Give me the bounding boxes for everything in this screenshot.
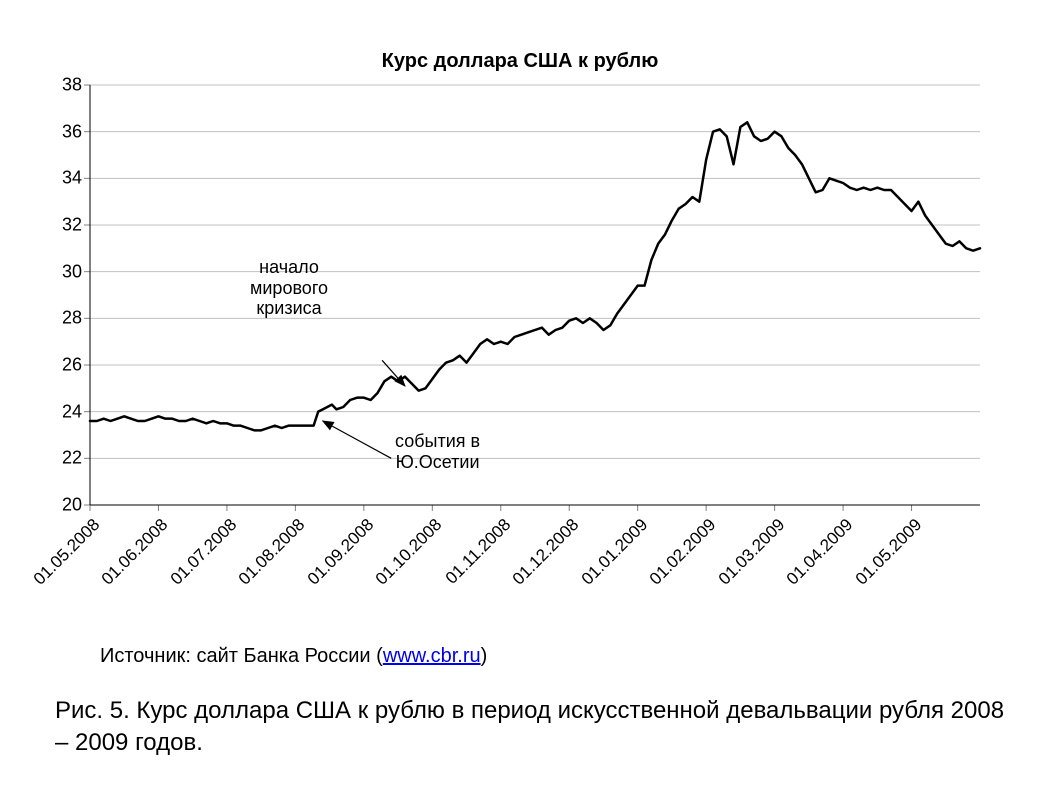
exchange-rate-chart: Курс доллара США к рублю 202224262830323… (30, 50, 1010, 570)
x-tick-label: 01.10.2008 (372, 515, 446, 589)
y-tick-label: 20 (62, 495, 82, 516)
annotation-crisis: начало мирового кризиса (250, 257, 328, 319)
x-tick-label: 01.08.2008 (235, 515, 309, 589)
annotation-ossetia: события в Ю.Осетии (395, 431, 480, 472)
y-tick-label: 32 (62, 215, 82, 236)
x-tick-label: 01.09.2008 (304, 515, 378, 589)
x-tick-label: 01.01.2009 (578, 515, 652, 589)
page: Курс доллара США к рублю 202224262830323… (0, 0, 1062, 793)
source-prefix: Источник: сайт Банка России ( (100, 645, 383, 667)
y-tick-label: 22 (62, 448, 82, 469)
y-tick-label: 38 (62, 75, 82, 96)
x-tick-label: 01.06.2008 (98, 515, 172, 589)
y-tick-label: 36 (62, 121, 82, 142)
y-tick-label: 30 (62, 261, 82, 282)
plot-area: 2022242628303234363801.05.200801.06.2008… (90, 85, 980, 505)
x-tick-label: 01.05.2008 (30, 515, 104, 589)
x-tick-label: 01.11.2008 (441, 515, 514, 588)
chart-title: Курс доллара США к рублю (30, 50, 1010, 73)
source-link[interactable]: www.cbr.ru (383, 645, 481, 667)
figure-caption: Рис. 5. Курс доллара США к рублю в перио… (55, 695, 1015, 760)
x-tick-label: 01.05.2009 (851, 515, 925, 589)
y-tick-label: 34 (62, 168, 82, 189)
y-tick-label: 28 (62, 308, 82, 329)
x-tick-label: 01.04.2009 (783, 515, 857, 589)
plot-svg (90, 85, 980, 505)
y-tick-label: 24 (62, 401, 82, 422)
x-tick-label: 01.03.2009 (714, 515, 788, 589)
x-tick-label: 01.07.2008 (167, 515, 241, 589)
x-tick-label: 01.02.2009 (646, 515, 720, 589)
source-line: Источник: сайт Банка России (www.cbr.ru) (100, 645, 487, 668)
y-tick-label: 26 (62, 355, 82, 376)
source-suffix: ) (481, 645, 488, 667)
x-tick-label: 01.12.2008 (509, 515, 583, 589)
